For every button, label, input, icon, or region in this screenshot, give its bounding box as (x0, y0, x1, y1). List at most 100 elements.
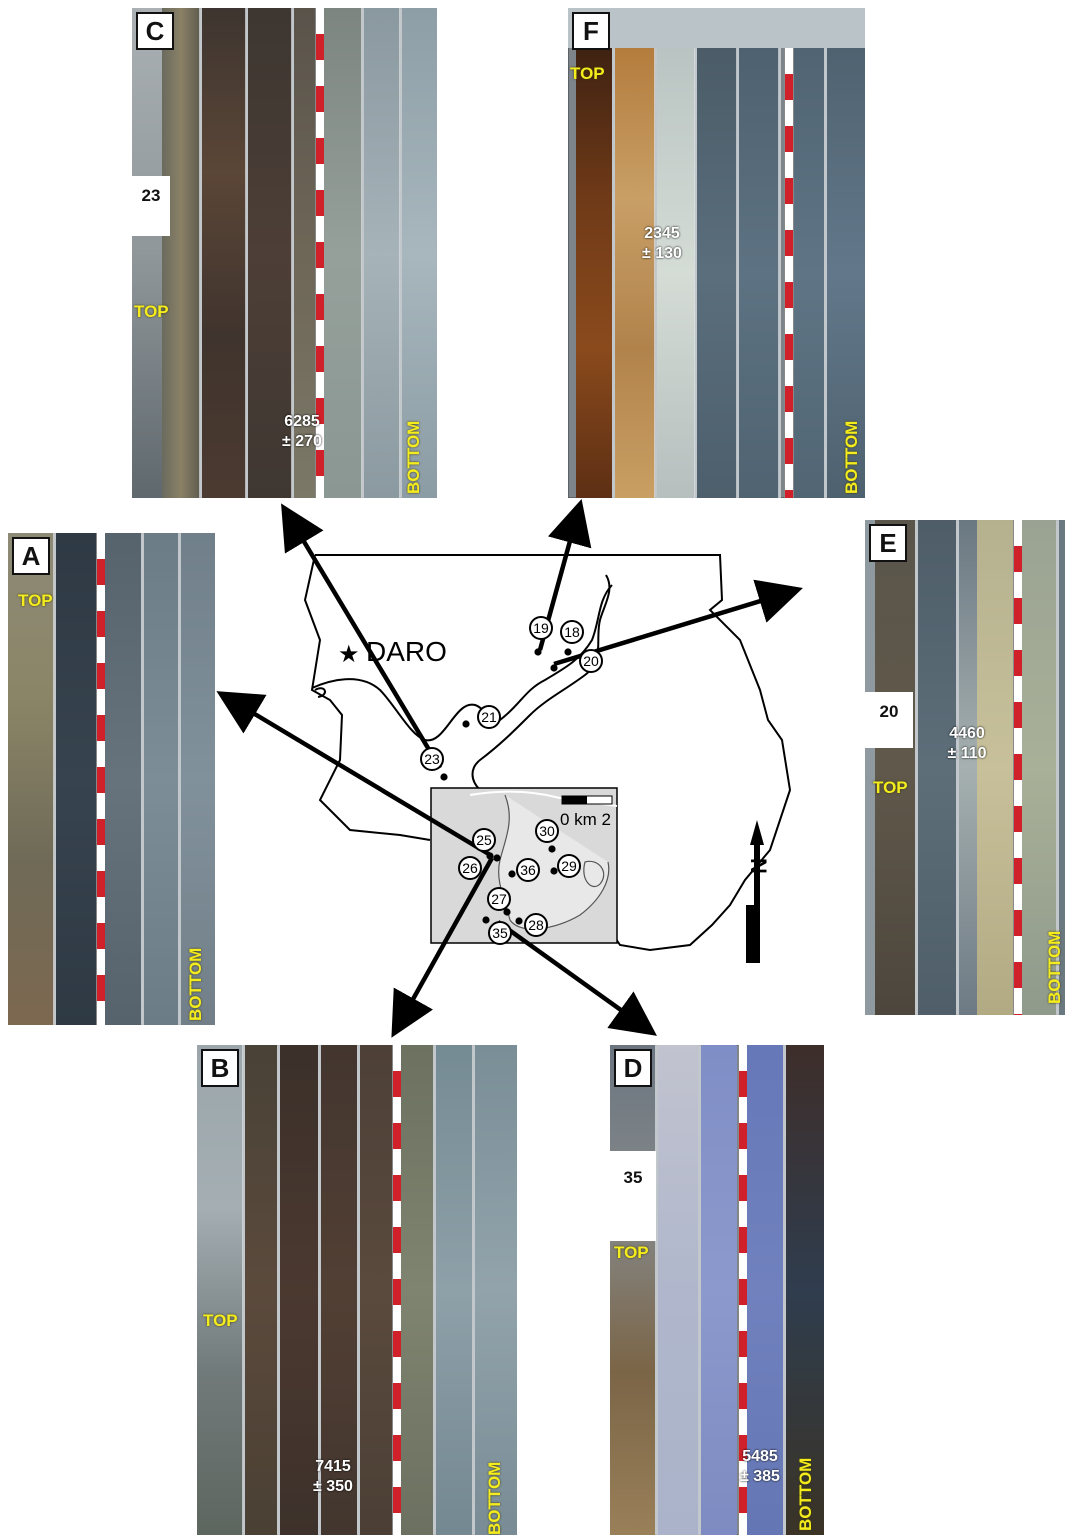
north-label: N (746, 858, 771, 874)
site-27: 27 (487, 887, 511, 916)
site-dot (493, 854, 501, 862)
site-dot (534, 648, 542, 656)
core-photo-e: E 20 TOP BOTTOM 4460 ± 110 (865, 520, 1065, 1015)
site-dot (515, 917, 523, 925)
site-dot (550, 867, 558, 875)
radiocarbon-age: 5485 ± 385 (730, 1447, 790, 1487)
top-label: TOP (873, 778, 908, 797)
top-label: TOP (614, 1243, 649, 1262)
site-circle (529, 616, 553, 640)
age-value: 4460 (949, 725, 985, 742)
site-dot (548, 845, 556, 853)
age-error: ± 385 (740, 1468, 780, 1485)
site-label: 19 (533, 620, 549, 636)
coastline (315, 554, 792, 952)
site-circle (524, 913, 548, 937)
bottom-label: BOTTOM (842, 420, 861, 494)
site-dot (508, 870, 516, 878)
top-label: TOP (203, 1311, 238, 1330)
site-35: 35 (482, 916, 512, 945)
radiocarbon-age: 7415 ± 350 (303, 1457, 363, 1497)
site-number: 23 (132, 176, 170, 236)
site-number: 20 (865, 692, 913, 748)
panel-letter: B (201, 1049, 239, 1087)
town-star-icon: ★ (338, 640, 360, 668)
site-label: 23 (424, 751, 440, 767)
arrow-to-d (496, 920, 657, 1036)
site-36: 36 (508, 858, 540, 882)
panel-letter: A (12, 537, 50, 575)
north-arrow (750, 820, 764, 845)
site-circle (516, 858, 540, 882)
arrow-to-c (281, 503, 442, 770)
arrow-to-b (391, 856, 494, 1038)
site-circle (560, 620, 584, 644)
core-photo-a: A TOP BOTTOM (8, 533, 215, 1025)
site-19: 19 (529, 616, 553, 656)
age-value: 7415 (315, 1458, 351, 1475)
site-label: 20 (583, 653, 599, 669)
age-error: ± 350 (313, 1478, 353, 1495)
site-circle (487, 887, 511, 911)
site-label: 30 (539, 823, 555, 839)
site-dot (482, 916, 490, 924)
bottom-label: BOTTOM (796, 1457, 815, 1531)
site-18: 18 (560, 620, 584, 656)
core-photo-b: B TOP BOTTOM 7415 ± 350 (197, 1045, 517, 1535)
core-photo-c: C 23 TOP BOTTOM 6285 ± 270 (132, 8, 437, 498)
site-21: 21 (462, 705, 501, 729)
site-label: 35 (492, 925, 508, 941)
top-label: TOP (570, 64, 605, 83)
radiocarbon-age: 4460 ± 110 (937, 724, 997, 764)
age-value: 5485 (742, 1448, 778, 1465)
core-photo-d: D 35 TOP BOTTOM 5485 ± 385 (610, 1045, 824, 1535)
bottom-label: BOTTOM (186, 947, 205, 1021)
site-label: 29 (561, 858, 577, 874)
site-circle (472, 828, 496, 852)
core-photo-f: F TOP BOTTOM 2345 ± 130 (568, 8, 865, 498)
site-circle (420, 747, 444, 771)
site-25: 25 (472, 828, 496, 860)
site-circle (557, 854, 581, 878)
radiocarbon-age: 2345 ± 130 (632, 224, 692, 264)
site-dot (440, 773, 448, 781)
site-label: 27 (491, 891, 507, 907)
site-23: 23 (420, 747, 448, 781)
top-label: TOP (134, 302, 169, 321)
site-circle (488, 921, 512, 945)
site-label: 21 (481, 709, 497, 725)
radiocarbon-age: 6285 ± 270 (272, 412, 332, 452)
site-label: 26 (462, 860, 478, 876)
panel-letter: F (572, 12, 610, 50)
age-value: 6285 (284, 413, 320, 430)
panel-letter: D (614, 1049, 652, 1087)
site-dot (486, 852, 494, 860)
age-value: 2345 (644, 225, 680, 242)
site-circle (579, 649, 603, 673)
age-error: ± 130 (642, 245, 682, 262)
age-error: ± 270 (282, 433, 322, 450)
site-dot (550, 664, 558, 672)
site-dot (503, 908, 511, 916)
site-20: 20 (550, 649, 603, 673)
site-29: 29 (550, 854, 581, 878)
age-error: ± 110 (947, 745, 987, 762)
bottom-label: BOTTOM (1045, 930, 1064, 1004)
site-26: 26 (458, 854, 501, 880)
site-30: 30 (535, 819, 559, 853)
top-label: TOP (18, 591, 53, 610)
panel-arrows (216, 498, 803, 1038)
bottom-label: BOTTOM (485, 1461, 504, 1535)
site-number: 35 (610, 1151, 656, 1241)
arrow-to-a (216, 691, 494, 858)
site-28: 28 (515, 913, 548, 937)
site-circle (458, 856, 482, 880)
site-dot (564, 648, 572, 656)
site-circle (535, 819, 559, 843)
panel-letter: C (136, 12, 174, 50)
town-label: DARO (366, 636, 447, 667)
site-label: 36 (520, 862, 536, 878)
bottom-label: BOTTOM (404, 420, 423, 494)
site-label: 28 (528, 917, 544, 933)
